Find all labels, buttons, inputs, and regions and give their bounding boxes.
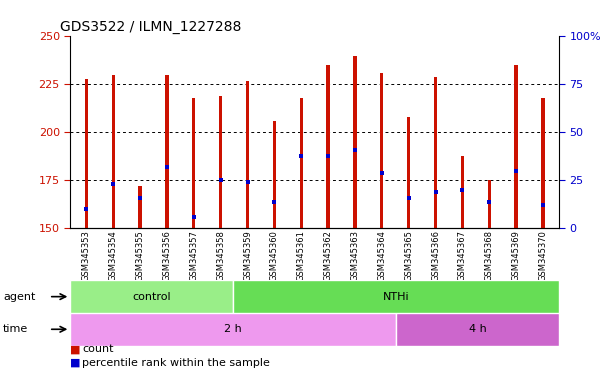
Bar — [246, 81, 249, 228]
Bar — [407, 117, 410, 228]
Text: time: time — [3, 324, 28, 334]
Text: ■: ■ — [70, 358, 81, 368]
Bar — [192, 98, 196, 228]
Text: count: count — [82, 344, 114, 354]
Bar — [488, 180, 491, 228]
Bar — [434, 77, 437, 228]
Text: agent: agent — [3, 291, 35, 302]
Bar — [326, 65, 330, 228]
Text: control: control — [133, 291, 171, 302]
Text: NTHi: NTHi — [383, 291, 409, 302]
Bar — [219, 96, 222, 228]
Bar — [299, 98, 303, 228]
Bar — [112, 75, 115, 228]
Text: 4 h: 4 h — [469, 324, 486, 334]
Bar — [461, 156, 464, 228]
Text: GDS3522 / ILMN_1227288: GDS3522 / ILMN_1227288 — [60, 20, 242, 34]
Bar — [273, 121, 276, 228]
Bar — [396, 313, 559, 346]
Bar — [85, 79, 88, 228]
Text: ■: ■ — [70, 344, 81, 354]
Bar — [353, 56, 357, 228]
Bar — [70, 313, 396, 346]
Bar — [514, 65, 518, 228]
Bar — [139, 186, 142, 228]
Bar — [166, 75, 169, 228]
Bar — [541, 98, 544, 228]
Bar — [380, 73, 384, 228]
Bar — [70, 280, 233, 313]
Text: 2 h: 2 h — [224, 324, 242, 334]
Text: percentile rank within the sample: percentile rank within the sample — [82, 358, 270, 368]
Bar — [233, 280, 559, 313]
